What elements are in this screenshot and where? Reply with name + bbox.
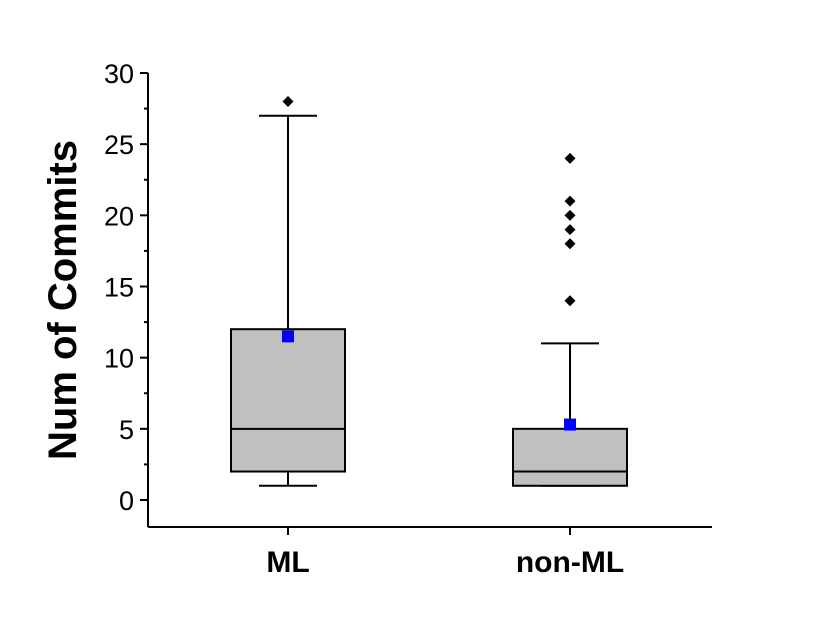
outlier-marker: [564, 152, 576, 164]
y-tick-label: 0: [119, 486, 134, 516]
x-tick-label: non-ML: [516, 546, 624, 579]
mean-marker: [282, 330, 294, 343]
outlier-marker: [564, 295, 576, 307]
box-group-ml: [230, 95, 346, 487]
outlier-marker: [564, 224, 576, 236]
y-tick-label: 5: [119, 415, 134, 445]
y-tick-label: 25: [104, 130, 134, 160]
mean-marker: [564, 418, 576, 431]
x-tick-label: ML: [266, 546, 309, 579]
y-axis-title: Num of Commits: [41, 140, 85, 460]
boxes: [230, 95, 628, 487]
y-tick-label: 10: [104, 344, 134, 374]
outlier-marker: [564, 238, 576, 250]
labels: 0 5 10 15 20 25 30 Num of Commits ML non-ML: [41, 59, 624, 579]
outlier-marker: [282, 95, 294, 107]
outlier-marker: [564, 195, 576, 207]
y-tick-label: 20: [104, 201, 134, 231]
y-tick-label: 15: [104, 273, 134, 303]
y-tick-label: 30: [104, 59, 134, 89]
box-group-non-ml: [512, 152, 628, 487]
axes: [140, 72, 712, 535]
box-iqr: [230, 328, 346, 473]
outlier-marker: [564, 209, 576, 221]
box-iqr: [512, 427, 628, 487]
